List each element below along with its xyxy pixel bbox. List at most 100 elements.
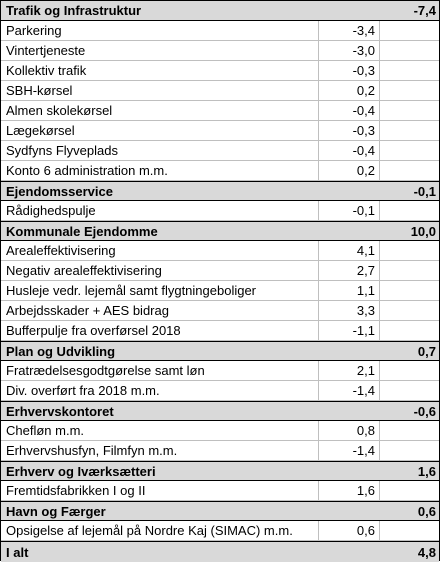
empty-total-cell [379, 381, 439, 400]
table-row: Kollektiv trafik -0,3 [1, 61, 439, 81]
section-total: 0,6 [417, 503, 436, 519]
item-label: Almen skolekørsel [6, 103, 113, 118]
table-row: Fremtidsfabrikken I og II 1,6 [1, 481, 439, 501]
empty-total-cell [379, 441, 439, 460]
item-value: 0,2 [318, 161, 379, 180]
empty-total-cell [379, 241, 439, 260]
empty-total-cell [379, 421, 439, 440]
table-row: Fratrædelsesgodtgørelse samt løn 2,1 [1, 361, 439, 381]
section-total: 0,7 [417, 343, 436, 359]
item-label: Kollektiv trafik [6, 63, 87, 78]
empty-total-cell [379, 201, 439, 220]
item-value: 0,8 [318, 421, 379, 440]
item-label: Negativ arealeffektivisering [6, 263, 162, 278]
section-header-row: Ejendomsservice -0,1 [1, 181, 439, 201]
empty-total-cell [379, 321, 439, 340]
table-row: Opsigelse af lejemål på Nordre Kaj (SIMA… [1, 521, 439, 541]
item-value: -0,1 [318, 201, 379, 220]
item-value: 4,1 [318, 241, 379, 260]
section-spacer-cell [318, 462, 379, 480]
item-label: Konto 6 administration m.m. [6, 163, 168, 178]
section-title: Plan og Udvikling [6, 343, 116, 359]
section-spacer-cell [318, 222, 379, 240]
empty-total-cell [379, 281, 439, 300]
item-value: -0,4 [318, 101, 379, 120]
section-title: Kommunale Ejendomme [6, 223, 158, 239]
empty-total-cell [379, 21, 439, 40]
table-row: Parkering -3,4 [1, 21, 439, 41]
item-value: 2,7 [318, 261, 379, 280]
section-total: 10,0 [410, 223, 436, 239]
item-value: 1,6 [318, 481, 379, 500]
section-spacer-cell [318, 502, 379, 520]
grand-total-row: I alt 4,8 [1, 541, 439, 562]
section-title: Erhvervskontoret [6, 403, 114, 419]
item-label: Bufferpulje fra overførsel 2018 [6, 323, 181, 338]
section-header-row: Plan og Udvikling 0,7 [1, 341, 439, 361]
table-row: Konto 6 administration m.m. 0,2 [1, 161, 439, 181]
empty-total-cell [379, 261, 439, 280]
empty-total-cell [379, 41, 439, 60]
item-label: Sydfyns Flyveplads [6, 143, 118, 158]
section-total: -0,6 [413, 403, 436, 419]
item-label: Opsigelse af lejemål på Nordre Kaj (SIMA… [6, 523, 293, 538]
item-label: Rådighedspulje [6, 203, 96, 218]
grand-total-value: 4,8 [417, 544, 436, 560]
table-row: Arbejdsskader + AES bidrag 3,3 [1, 301, 439, 321]
section-title: Havn og Færger [6, 503, 106, 519]
table-row: Bufferpulje fra overførsel 2018 -1,1 [1, 321, 439, 341]
table-row: Lægekørsel -0,3 [1, 121, 439, 141]
empty-total-cell [379, 301, 439, 320]
section-total: -7,4 [413, 3, 436, 18]
section-title: Ejendomsservice [6, 183, 113, 199]
item-value: 0,2 [318, 81, 379, 100]
item-label: Erhvervshusfyn, Filmfyn m.m. [6, 443, 178, 458]
section-header-row: Trafik og Infrastruktur -7,4 [1, 1, 439, 21]
item-value: -3,0 [318, 41, 379, 60]
grand-total-spacer [318, 542, 379, 562]
section-title: Erhverv og Iværksætteri [6, 463, 156, 479]
section-total: -0,1 [413, 183, 436, 199]
table-row: Vintertjeneste -3,0 [1, 41, 439, 61]
empty-total-cell [379, 121, 439, 140]
table-row: Arealeffektivisering 4,1 [1, 241, 439, 261]
item-label: Parkering [6, 23, 62, 38]
section-spacer-cell [318, 182, 379, 200]
section-spacer-cell [318, 402, 379, 420]
empty-total-cell [379, 141, 439, 160]
item-label: Arbejdsskader + AES bidrag [6, 303, 169, 318]
empty-total-cell [379, 361, 439, 380]
section-header-row: Erhverv og Iværksætteri 1,6 [1, 461, 439, 481]
item-label: Vintertjeneste [6, 43, 86, 58]
empty-total-cell [379, 481, 439, 500]
item-label: Arealeffektivisering [6, 243, 116, 258]
section-total: 1,6 [417, 463, 436, 479]
empty-total-cell [379, 101, 439, 120]
item-value: -0,4 [318, 141, 379, 160]
table-row: Rådighedspulje -0,1 [1, 201, 439, 221]
item-value: -0,3 [318, 61, 379, 80]
item-value: 1,1 [318, 281, 379, 300]
item-value: -1,4 [318, 441, 379, 460]
section-header-row: Erhvervskontoret -0,6 [1, 401, 439, 421]
item-value: 3,3 [318, 301, 379, 320]
item-label: SBH-kørsel [6, 83, 73, 98]
item-value: -3,4 [318, 21, 379, 40]
table-row: SBH-kørsel 0,2 [1, 81, 439, 101]
table-row: Almen skolekørsel -0,4 [1, 101, 439, 121]
table-row: Chefløn m.m. 0,8 [1, 421, 439, 441]
item-label: Chefløn m.m. [6, 423, 85, 438]
item-label: Lægekørsel [6, 123, 75, 138]
section-header-row: Havn og Færger 0,6 [1, 501, 439, 521]
item-value: 2,1 [318, 361, 379, 380]
section-title: Trafik og Infrastruktur [6, 3, 142, 18]
section-header-row: Kommunale Ejendomme 10,0 [1, 221, 439, 241]
grand-total-label: I alt [6, 544, 29, 560]
item-value: -1,1 [318, 321, 379, 340]
empty-total-cell [379, 61, 439, 80]
section-spacer-cell [318, 1, 379, 20]
empty-total-cell [379, 81, 439, 100]
item-label: Fratrædelsesgodtgørelse samt løn [6, 363, 205, 378]
item-label: Div. overført fra 2018 m.m. [6, 383, 160, 398]
